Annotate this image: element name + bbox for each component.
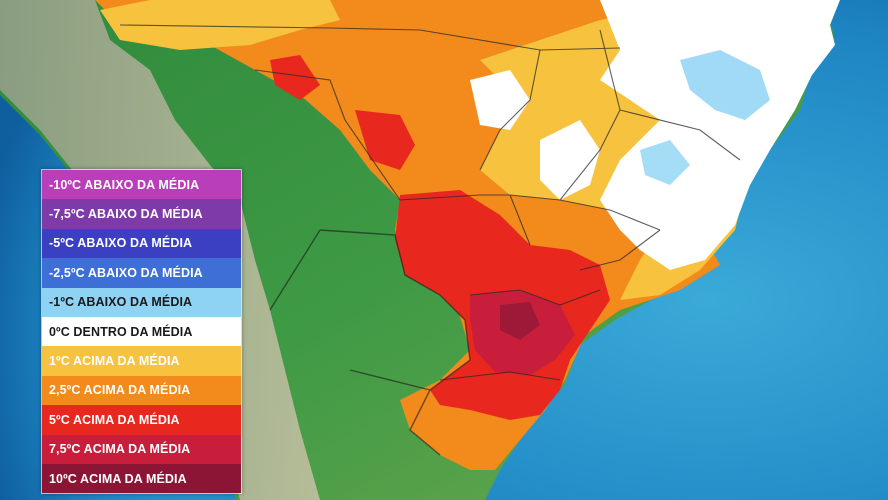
country-borders xyxy=(269,229,471,456)
anomaly-5c-zone-north xyxy=(355,110,415,170)
anomaly-0c-zone-center xyxy=(540,120,600,200)
legend-item: 5ºC ACIMA DA MÉDIA xyxy=(42,405,241,435)
legend-item: -2,5ºC ABAIXO DA MÉDIA xyxy=(42,258,241,288)
anomaly-0c-zone xyxy=(600,0,840,270)
legend-item: -5ºC ABAIXO DA MÉDIA xyxy=(42,228,241,259)
legend-item: 0ºC DENTRO DA MÉDIA xyxy=(42,316,241,347)
legend-item: 1ºC ACIMA DA MÉDIA xyxy=(42,346,241,376)
legend-item: 7,5ºC ACIMA DA MÉDIA xyxy=(42,434,241,464)
anomaly-5c-zone-west xyxy=(270,55,320,100)
legend-item: 2,5ºC ACIMA DA MÉDIA xyxy=(42,375,241,406)
legend-item: -10ºC ABAIXO DA MÉDIA xyxy=(42,170,241,200)
temperature-legend: -10ºC ABAIXO DA MÉDIA -7,5ºC ABAIXO DA MÉ… xyxy=(41,169,242,495)
anomaly-10c-zone xyxy=(500,302,540,340)
state-borders xyxy=(119,24,741,381)
legend-item: -7,5ºC ABAIXO DA MÉDIA xyxy=(42,199,241,229)
anomaly-minus-1c-zone-2 xyxy=(640,140,690,185)
legend-item: 10ºC ACIMA DA MÉDIA xyxy=(42,463,241,494)
legend-item: -1ºC ABAIXO DA MÉDIA xyxy=(42,287,241,317)
anomaly-minus-1c-zone xyxy=(680,50,770,120)
anomaly-1c-zone xyxy=(100,0,340,50)
